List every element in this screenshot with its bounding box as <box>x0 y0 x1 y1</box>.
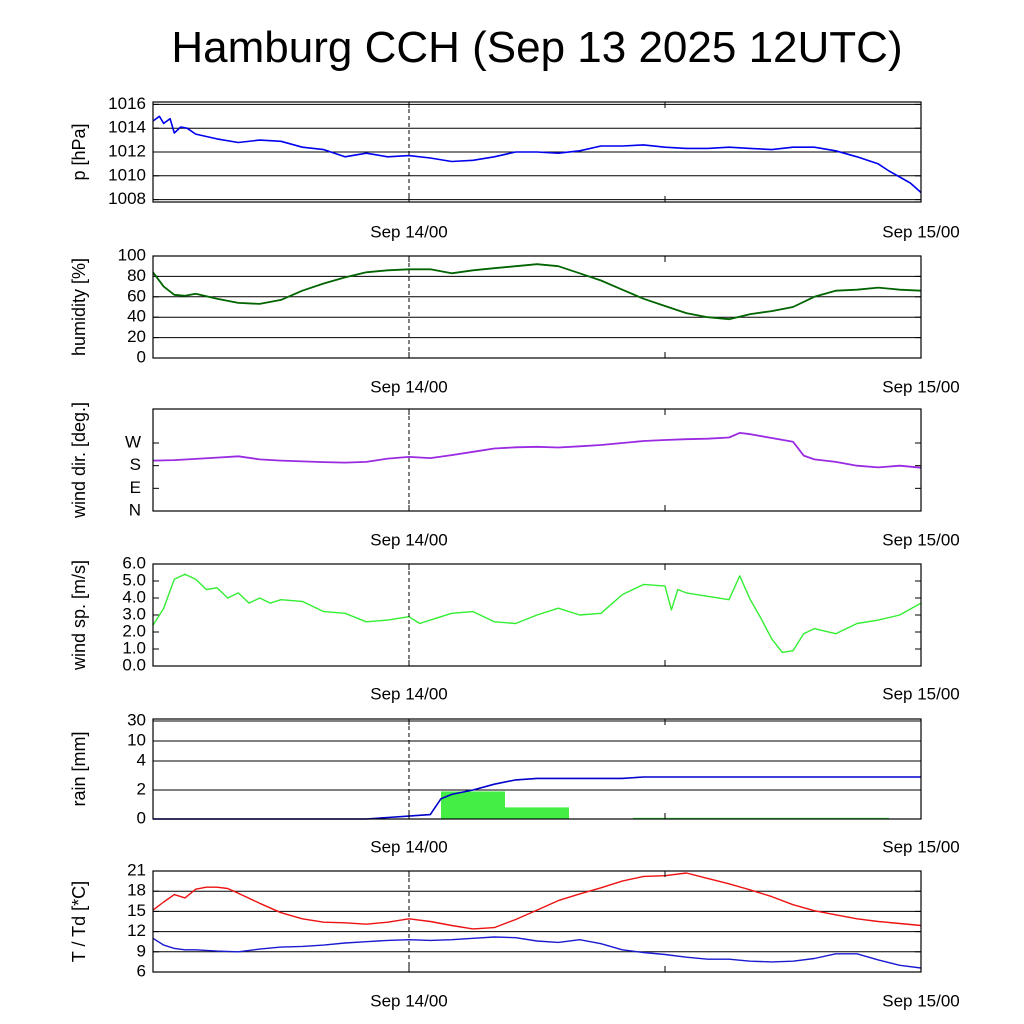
x-tick-label: Sep 14/00 <box>370 377 448 396</box>
y-tick-label: 1.0 <box>122 638 146 657</box>
y-axis-label: wind sp. [m/s] <box>69 560 89 671</box>
chart-title: Hamburg CCH (Sep 13 2025 12UTC) <box>171 23 902 72</box>
y-axis-label: wind dir. [deg.] <box>69 402 89 519</box>
y-tick-label: 1016 <box>108 94 146 113</box>
y-tick-label: 2 <box>137 779 146 798</box>
y-axis-label: p [hPa] <box>69 123 89 180</box>
x-tick-label: Sep 15/00 <box>882 530 960 549</box>
y-tick-label: 1014 <box>108 118 146 137</box>
y-tick-label: 0.0 <box>122 655 146 674</box>
y-tick-label: 40 <box>127 307 146 326</box>
rain-bar <box>441 791 505 819</box>
y-tick-label: 6 <box>137 961 146 980</box>
y-axis-label: humidity [%] <box>69 258 89 356</box>
y-tick-label: 5.0 <box>122 570 146 589</box>
y-axis-label: rain [mm] <box>69 731 89 806</box>
temperature-line <box>152 872 922 930</box>
y-tick-label: 15 <box>127 901 146 920</box>
y-tick-label: S <box>130 455 141 474</box>
panel-frame <box>152 255 922 359</box>
cumulative-rain-line <box>153 776 921 820</box>
y-tick-label: 4.0 <box>122 587 146 606</box>
y-tick-label: 10 <box>127 730 146 749</box>
x-tick-label: Sep 15/00 <box>882 377 960 396</box>
y-tick-label: 4 <box>137 750 146 769</box>
y-tick-label: 30 <box>127 710 146 729</box>
pressure-panel: 1016 1014 1012 1010 1008 Sep 14/00 Sep 15/00 p … <box>69 94 960 242</box>
panel-frame <box>152 563 922 667</box>
y-tick-label: 1012 <box>108 141 146 160</box>
wind-speed-line <box>152 573 922 654</box>
y-tick-label: 2.0 <box>122 621 146 640</box>
y-tick-label: 18 <box>127 881 146 900</box>
y-tick-label: 20 <box>127 327 146 346</box>
panel-frame <box>152 101 922 203</box>
y-tick-label: W <box>125 432 141 451</box>
y-tick-label: E <box>130 478 141 497</box>
y-tick-label: 3.0 <box>122 604 146 623</box>
y-tick-label: 21 <box>127 860 146 879</box>
x-tick-label: Sep 14/00 <box>370 991 448 1010</box>
panel-frame <box>152 870 922 973</box>
y-tick-label: 1010 <box>108 165 146 184</box>
y-tick-label: 60 <box>127 286 146 305</box>
humidity-line <box>152 263 922 321</box>
x-tick-label: Sep 14/00 <box>370 837 448 856</box>
panel-frame <box>152 408 922 512</box>
y-tick-label: 0 <box>137 347 146 366</box>
y-tick-label: 0 <box>137 808 146 827</box>
x-tick-label: Sep 14/00 <box>370 222 448 241</box>
x-tick-label: Sep 14/00 <box>370 684 448 703</box>
y-tick-label: 9 <box>137 941 146 960</box>
y-axis-label: T / Td [*C] <box>69 881 89 962</box>
x-tick-label: Sep 14/00 <box>370 530 448 549</box>
wind-speed-panel: 6.05.04.03.02.01.00.0 Sep 14/00 Sep 15/00 w… <box>69 553 960 703</box>
x-tick-label: Sep 15/00 <box>882 991 960 1010</box>
pressure-line <box>152 115 922 194</box>
y-tick-label: 12 <box>127 921 146 940</box>
y-tick-label: 6.0 <box>122 553 146 572</box>
y-tick-label: 1008 <box>108 189 146 208</box>
rain-bar <box>505 807 569 819</box>
y-tick-label: N <box>129 500 141 519</box>
x-tick-label: Sep 15/00 <box>882 684 960 703</box>
panel-frame <box>152 718 922 820</box>
x-tick-label: Sep 15/00 <box>882 837 960 856</box>
dewpoint-line <box>152 936 922 969</box>
y-tick-label: 100 <box>118 245 146 264</box>
x-tick-label: Sep 15/00 <box>882 222 960 241</box>
y-tick-label: 80 <box>127 266 146 285</box>
wind-direction-line <box>152 431 922 469</box>
